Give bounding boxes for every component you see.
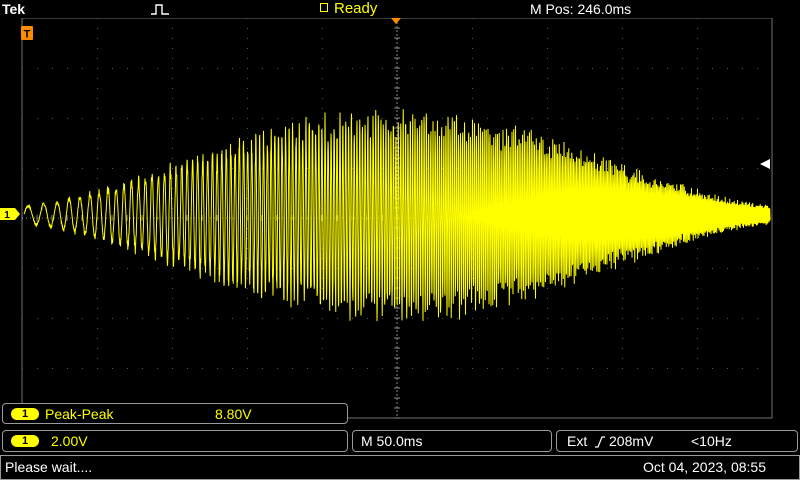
message-bar: Please wait.... Oct 04, 2023, 08:55 — [0, 455, 800, 480]
acquisition-status: Ready — [334, 0, 378, 17]
trigger-readout[interactable]: Ext 208mV <10Hz — [556, 430, 798, 452]
trigger-frequency: <10Hz — [691, 433, 732, 449]
channel-1-waveform — [23, 109, 771, 322]
trigger-source: Ext — [567, 433, 588, 449]
measurement-value: 8.80V — [215, 406, 252, 422]
trigger-level-arrow[interactable] — [760, 159, 770, 169]
vertical-scale-value: 2.00V — [51, 433, 88, 449]
vertical-channel-badge: 1 — [11, 435, 39, 447]
channel-1-ground-label: 1 — [4, 210, 10, 221]
measurement-channel-badge: 1 — [11, 408, 39, 420]
waveform-trace — [23, 109, 771, 322]
measurement-name: Peak-Peak — [45, 406, 114, 422]
trigger-time-marker-label: T — [24, 29, 31, 41]
channel-1-ground-marker[interactable] — [0, 208, 20, 220]
trigger-time-marker[interactable] — [21, 26, 33, 40]
horizontal-scale-readout[interactable]: M 50.0ms — [352, 430, 552, 452]
measurement-readout[interactable]: 1 Peak-Peak 8.80V — [2, 403, 348, 424]
vertical-scale-readout[interactable]: 1 2.00V — [2, 430, 348, 452]
waveform-display[interactable]: T 1 — [0, 18, 800, 420]
rising-edge-icon — [595, 436, 605, 448]
trigger-level: 208mV — [609, 433, 654, 449]
brand-logo: Tek — [2, 1, 26, 17]
date-time: Oct 04, 2023, 08:55 — [643, 459, 766, 475]
horizontal-scale-value: M 50.0ms — [361, 433, 423, 449]
status-message: Please wait.... — [5, 459, 93, 475]
acquisition-status-icon — [320, 3, 328, 12]
horizontal-position: M Pos: 246.0ms — [530, 1, 632, 17]
pulse-trigger-icon — [151, 4, 169, 15]
trigger-position-marker[interactable] — [391, 18, 401, 24]
top-status-bar: Tek Ready M Pos: 246.0ms — [0, 0, 800, 20]
